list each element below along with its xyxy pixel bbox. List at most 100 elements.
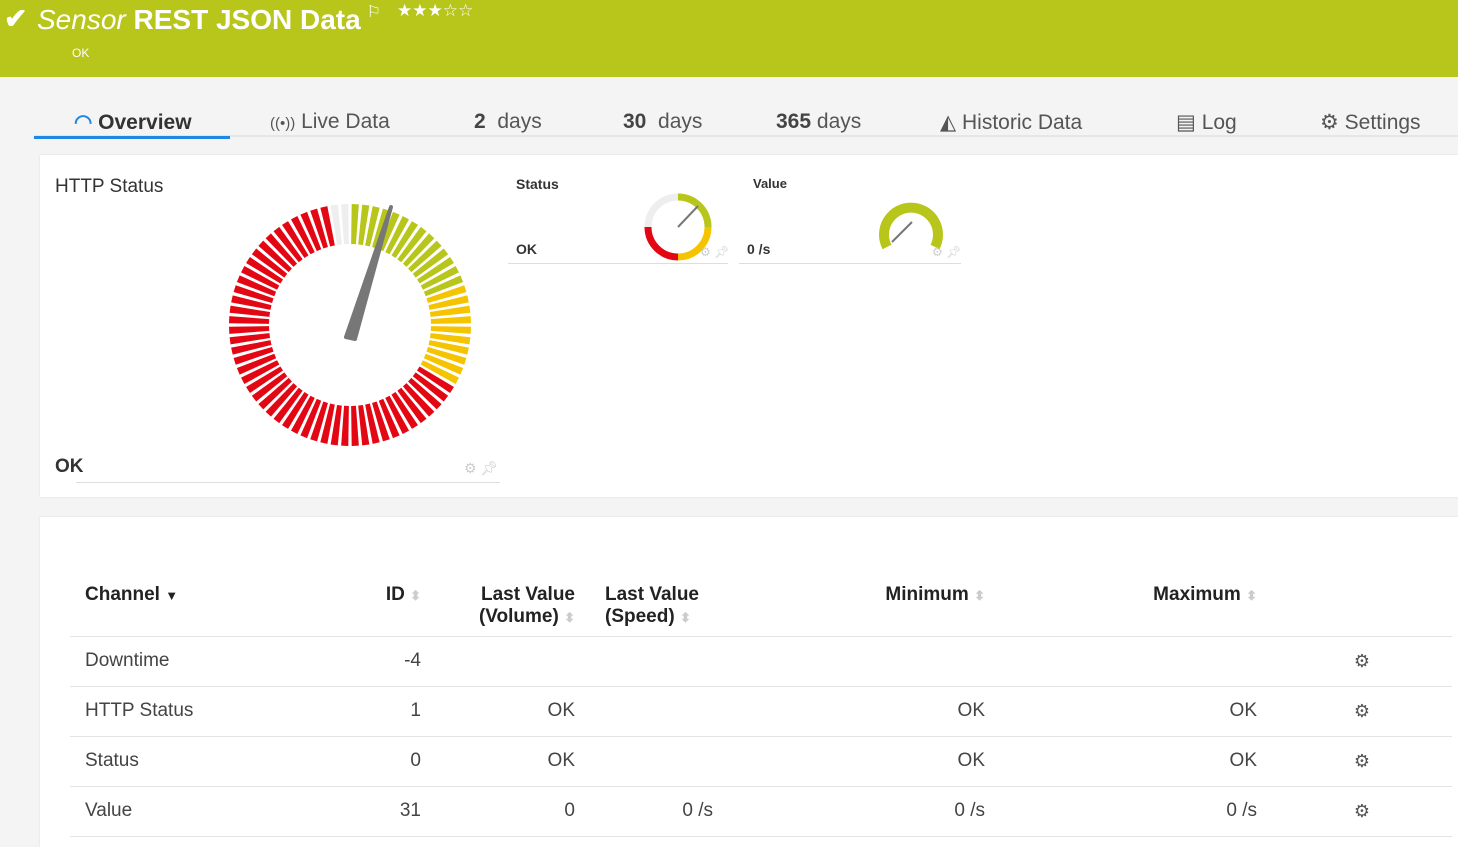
gauge-tick bbox=[358, 404, 370, 446]
sensor-status: OK bbox=[72, 46, 90, 60]
gauge-tick bbox=[341, 405, 349, 446]
table-row[interactable]: HTTP Status 1 OK OK OK ⚙ bbox=[70, 686, 1452, 737]
broadcast-icon: ((•)) bbox=[270, 115, 296, 132]
gauge-tick bbox=[428, 340, 469, 355]
gauge-tools[interactable]: ⚙ 📌︎ bbox=[464, 460, 498, 477]
tab-live-data[interactable]: ((•)) Live Data bbox=[270, 110, 390, 133]
gauge-tick bbox=[351, 405, 359, 446]
col-last-value-speed[interactable]: Last Value (Speed) ⬍ bbox=[590, 580, 728, 637]
gauge-tick bbox=[428, 295, 469, 310]
minimum-cell: 0 /s bbox=[728, 786, 1000, 837]
gauge-tick bbox=[251, 248, 288, 278]
status-gauge-tools[interactable]: ⚙ 📌︎ bbox=[700, 245, 730, 259]
value-gauge bbox=[879, 202, 943, 250]
gauge-tick bbox=[426, 285, 467, 303]
gauge-needle bbox=[344, 205, 393, 341]
gauge-tick bbox=[365, 403, 380, 444]
gauge-tick bbox=[310, 401, 328, 442]
channel-cell: HTTP Status bbox=[70, 686, 350, 737]
tab-historic-data[interactable]: ◭ Historic Data bbox=[940, 111, 1083, 134]
maximum-cell: OK bbox=[1000, 736, 1272, 787]
gauge-tick bbox=[236, 353, 277, 375]
status-gauge-value: OK bbox=[516, 241, 537, 257]
gauge-tick bbox=[365, 206, 380, 247]
list-icon: ▤ bbox=[1176, 111, 1196, 134]
gauge-tick bbox=[429, 305, 471, 317]
col-last-value-volume[interactable]: Last Value (Volume) ⬍ bbox=[436, 580, 590, 637]
sort-icon: ⬍ bbox=[564, 610, 575, 625]
gauge-tick bbox=[265, 233, 298, 267]
gauge-tick bbox=[231, 340, 272, 355]
sensor-header: ✔ Sensor REST JSON Data ⚐ ★★★☆☆ OK bbox=[0, 0, 1458, 77]
gauge-tick bbox=[423, 275, 464, 297]
gauge-tick bbox=[246, 256, 284, 284]
gauge-tick bbox=[378, 398, 400, 439]
sort-icon: ⬍ bbox=[974, 588, 985, 603]
minimum-cell: OK bbox=[728, 686, 1000, 737]
gauge-tick bbox=[358, 204, 370, 246]
gauge-tick bbox=[385, 395, 410, 434]
maximum-cell bbox=[1000, 636, 1272, 687]
gauge-tick bbox=[423, 353, 464, 375]
col-maximum[interactable]: Maximum ⬍ bbox=[1000, 580, 1272, 637]
rating-stars[interactable]: ★★★☆☆ bbox=[397, 1, 474, 20]
gauge-tick bbox=[330, 404, 342, 446]
table-row[interactable]: Downtime -4 ⚙ bbox=[70, 636, 1452, 687]
check-icon: ✔ bbox=[4, 3, 28, 34]
tab-30-days[interactable]: 30 days bbox=[623, 110, 703, 133]
col-id[interactable]: ID ⬍ bbox=[350, 580, 436, 637]
gauge-tick bbox=[420, 265, 459, 290]
volume-cell bbox=[436, 636, 590, 687]
channel-settings-icon[interactable]: ⚙ bbox=[1272, 686, 1452, 737]
volume-cell: OK bbox=[436, 736, 590, 787]
value-gauge-tools[interactable]: ⚙ 📌︎ bbox=[932, 245, 962, 259]
gear-icon: ⚙ bbox=[1320, 111, 1339, 134]
tab-overview[interactable]: ◠ Overview bbox=[34, 110, 230, 139]
maximum-cell: OK bbox=[1000, 686, 1272, 737]
gauge-tick bbox=[229, 333, 271, 345]
value-gauge-value: 0 /s bbox=[747, 241, 771, 257]
gauge-tick bbox=[416, 366, 454, 394]
area-chart-icon: ◭ bbox=[940, 111, 957, 134]
speed-cell: 0 /s bbox=[590, 786, 728, 837]
maximum-cell: 0 /s bbox=[1000, 786, 1272, 837]
sort-icon: ⬍ bbox=[679, 610, 691, 625]
col-minimum[interactable]: Minimum ⬍ bbox=[728, 580, 1000, 637]
flag-icon[interactable]: ⚐ bbox=[366, 4, 382, 21]
gauge-value: OK bbox=[55, 456, 84, 477]
tab-365-days[interactable]: 365 days bbox=[776, 110, 862, 133]
gauge-tick bbox=[290, 395, 315, 434]
gauge-tick bbox=[378, 211, 400, 252]
gauge-tick bbox=[233, 347, 274, 365]
gauge-title: HTTP Status bbox=[55, 176, 164, 197]
col-actions bbox=[1272, 580, 1452, 637]
caret-down-icon: ▼ bbox=[165, 588, 179, 603]
channel-settings-icon[interactable]: ⚙ bbox=[1272, 786, 1452, 837]
gauge-tick bbox=[241, 360, 280, 385]
tab-2-days[interactable]: 2 days bbox=[474, 110, 542, 133]
gauge-tick bbox=[273, 387, 303, 424]
gauges-panel: HTTP Status OK ⚙ 📌︎ Status OK ⚙ 📌︎ Value… bbox=[40, 155, 1458, 497]
channel-settings-icon[interactable]: ⚙ bbox=[1272, 736, 1452, 787]
pin-icon[interactable]: 📌︎ bbox=[480, 460, 499, 476]
tab-bar: ◠ Overview ((•)) Live Data 2 days 30 day… bbox=[34, 105, 1458, 139]
col-channel[interactable]: Channel ▼ bbox=[70, 580, 350, 637]
table-row[interactable]: Value 31 0 0 /s 0 /s 0 /s ⚙ bbox=[70, 786, 1452, 837]
tab-log[interactable]: ▤ Log bbox=[1176, 111, 1237, 134]
gauge-tick bbox=[391, 391, 419, 429]
channels-table: Channel ▼ ID ⬍ Last Value (Volume) ⬍ Las… bbox=[70, 580, 1452, 837]
gauge-tick bbox=[397, 387, 427, 424]
gear-icon[interactable]: ⚙ bbox=[464, 460, 477, 476]
tab-settings[interactable]: ⚙ Settings bbox=[1320, 111, 1421, 134]
channel-cell: Status bbox=[70, 736, 350, 787]
gauge-tick bbox=[265, 383, 298, 417]
channel-settings-icon[interactable]: ⚙ bbox=[1272, 636, 1452, 687]
gauge-tick bbox=[372, 401, 390, 442]
gauge-tick bbox=[251, 372, 288, 402]
volume-cell: OK bbox=[436, 686, 590, 737]
divider bbox=[739, 263, 961, 264]
gauge-tick bbox=[241, 265, 280, 290]
gauge-tick bbox=[231, 295, 272, 310]
gauge-tick bbox=[412, 248, 449, 278]
table-row[interactable]: Status 0 OK OK OK ⚙ bbox=[70, 736, 1452, 787]
